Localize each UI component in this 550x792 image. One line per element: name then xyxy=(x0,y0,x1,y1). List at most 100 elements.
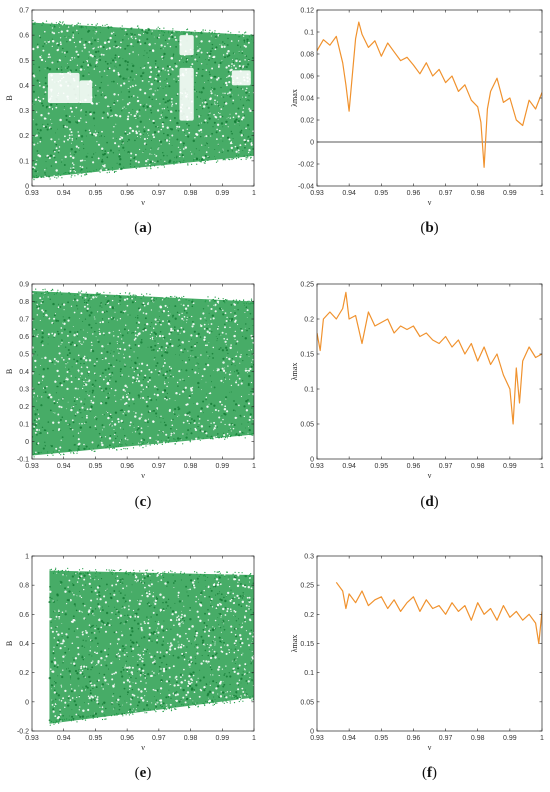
scatter-point xyxy=(173,162,175,164)
scatter-point xyxy=(96,625,98,627)
scatter-point xyxy=(213,636,216,638)
scatter-point xyxy=(215,435,217,438)
scatter-point xyxy=(168,85,171,88)
scatter-point xyxy=(80,175,82,177)
scatter-point xyxy=(77,293,79,295)
scatter-point xyxy=(114,142,117,145)
scatter-point xyxy=(111,57,113,59)
scatter-point xyxy=(175,681,178,684)
scatter-point xyxy=(161,354,164,357)
scatter-point xyxy=(242,652,244,654)
scatter-point xyxy=(110,662,113,665)
scatter-point xyxy=(120,136,122,138)
scatter-point xyxy=(179,141,182,144)
scatter-point xyxy=(204,612,206,615)
scatter-point xyxy=(155,336,157,337)
scatter-point xyxy=(111,612,113,614)
scatter-point xyxy=(152,298,154,300)
scatter-point xyxy=(169,703,172,706)
scatter-point xyxy=(196,652,199,655)
scatter-point xyxy=(216,603,220,607)
scatter-point xyxy=(159,699,161,702)
scatter-point xyxy=(128,355,131,358)
scatter-point xyxy=(87,708,90,712)
scatter-point xyxy=(124,666,126,668)
scatter-point xyxy=(74,657,78,660)
scatter-point xyxy=(244,672,246,675)
scatter-window xyxy=(47,72,80,104)
scatter-point xyxy=(122,681,126,684)
scatter-point xyxy=(39,81,41,84)
scatter-point xyxy=(94,425,97,427)
scatter-point xyxy=(134,682,137,685)
scatter-point xyxy=(99,305,101,307)
scatter-point xyxy=(60,439,62,441)
scatter-point xyxy=(246,596,249,599)
scatter-point xyxy=(74,414,77,417)
scatter-point xyxy=(195,437,198,440)
scatter-point xyxy=(186,691,190,694)
scatter-point xyxy=(104,303,107,306)
scatter-point xyxy=(88,57,90,59)
scatter-point xyxy=(137,426,140,428)
scatter-point xyxy=(250,434,252,436)
scatter-point xyxy=(98,585,101,588)
scatter-point xyxy=(176,437,180,440)
scatter-point xyxy=(136,429,139,431)
scatter-point xyxy=(189,672,191,674)
scatter-point xyxy=(238,664,241,667)
scatter-point xyxy=(190,643,192,645)
scatter-point xyxy=(196,651,197,652)
scatter-point xyxy=(119,347,122,350)
scatter-point xyxy=(127,115,130,118)
scatter-point xyxy=(170,150,173,153)
scatter-point xyxy=(72,31,74,34)
scatter-point xyxy=(231,363,233,366)
scatter-point xyxy=(84,337,87,340)
scatter-point xyxy=(95,573,96,574)
scatter-point xyxy=(163,421,166,424)
scatter-point xyxy=(246,87,248,90)
scatter-point xyxy=(173,326,176,328)
scatter-point xyxy=(73,311,76,314)
scatter-point xyxy=(176,311,179,314)
scatter-point xyxy=(227,64,230,67)
scatter-point xyxy=(162,31,164,33)
scatter-point xyxy=(208,650,211,653)
scatter-point xyxy=(112,69,116,72)
scatter-point xyxy=(248,303,250,305)
scatter-point xyxy=(67,704,70,707)
scatter-point xyxy=(226,117,228,119)
scatter-point xyxy=(205,151,208,153)
scatter-point xyxy=(131,129,135,133)
scatter-point xyxy=(97,446,99,448)
scatter-point xyxy=(128,605,130,607)
x-tick-label: 0.96 xyxy=(407,190,421,197)
scatter-point xyxy=(69,128,72,131)
scatter-point xyxy=(223,407,227,411)
scatter-point xyxy=(225,120,228,124)
scatter-point xyxy=(177,408,180,411)
scatter-point xyxy=(197,116,199,118)
scatter-point xyxy=(170,374,172,376)
scatter-point xyxy=(75,344,78,347)
scatter-point xyxy=(115,66,117,68)
scatter-point xyxy=(149,675,152,677)
scatter-point xyxy=(130,166,132,168)
scatter-point xyxy=(115,583,118,586)
scatter-point xyxy=(207,135,209,137)
scatter-point xyxy=(68,719,70,721)
scatter-point xyxy=(211,67,214,70)
scatter-point xyxy=(216,433,219,435)
scatter-point xyxy=(48,393,51,397)
scatter-point xyxy=(224,323,226,326)
scatter-point xyxy=(85,291,87,293)
scatter-point xyxy=(173,624,175,626)
scatter-point xyxy=(119,296,122,299)
scatter-point xyxy=(122,341,125,344)
scatter-point xyxy=(81,297,84,299)
scatter-point xyxy=(237,384,240,386)
scatter-point xyxy=(144,65,146,67)
scatter-point xyxy=(50,660,54,663)
scatter-point xyxy=(122,579,124,581)
